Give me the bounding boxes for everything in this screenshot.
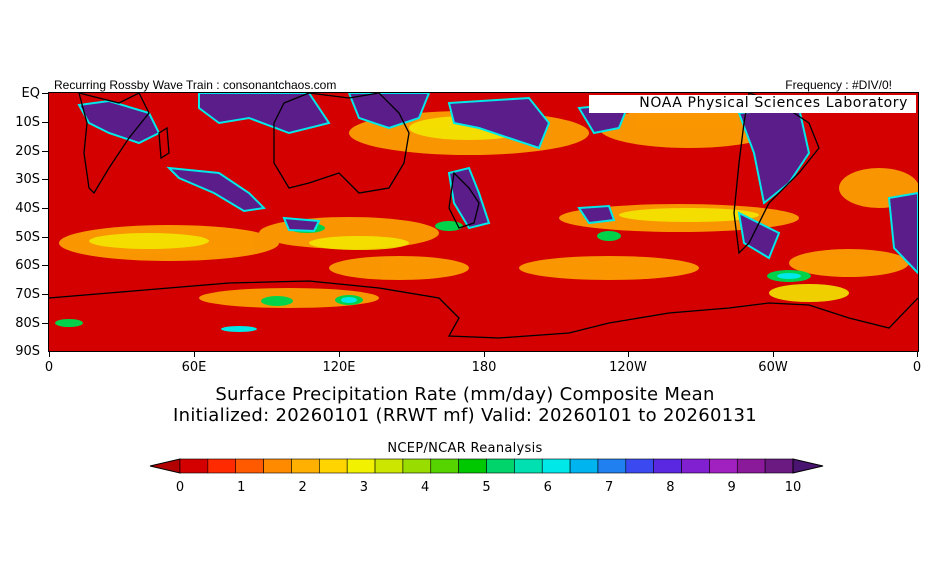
africa-coast (78, 93, 150, 195)
colorbar-tick-label: 2 (298, 480, 307, 495)
lat-label-10s: 10S (15, 115, 40, 130)
colorbar-swatch (514, 458, 543, 474)
lon-label-180: 180 (471, 360, 497, 375)
colorbar-swatch (319, 458, 348, 474)
colorbar (149, 458, 824, 474)
lon-label-0-end: 0 (912, 360, 922, 375)
lon-tick (194, 351, 195, 357)
colorbar-swatch (207, 458, 237, 474)
lat-label-30s: 30S (15, 172, 40, 187)
lat-tick (42, 208, 49, 209)
colorbar-swatch (736, 458, 766, 474)
colorbar-tick-label: 10 (784, 480, 802, 495)
colorbar-tick-label: 5 (482, 480, 491, 495)
colorbar-tick-label: 3 (359, 480, 369, 495)
colorbar-swatch (430, 458, 459, 474)
lat-tick (42, 151, 49, 152)
lat-tick (42, 179, 49, 180)
colorbar-swatch (625, 458, 654, 474)
lon-label-120e: 120E (322, 360, 356, 375)
colorbar-over-arrow (792, 458, 824, 474)
heavy-precip-cells (77, 93, 918, 275)
lon-tick (628, 351, 629, 357)
lat-label-70s: 70S (15, 287, 40, 302)
lat-label-eq: EQ (21, 86, 40, 101)
colorbar-tick-label: 6 (543, 480, 552, 495)
colorbar-swatch (235, 458, 264, 474)
lat-tick (42, 323, 49, 324)
lon-label-60w: 60W (758, 360, 788, 375)
colorbar-swatch (764, 458, 794, 474)
lat-label-80s: 80S (15, 316, 40, 331)
map-title: Surface Precipitation Rate (mm/day) Comp… (215, 384, 715, 405)
colorbar-tick-label: 7 (604, 480, 614, 495)
header-left-text: Recurring Rossby Wave Train : consonantc… (54, 78, 337, 92)
lat-label-60s: 60S (15, 258, 40, 273)
colorbar-swatch (486, 458, 515, 474)
colorbar-swatch (179, 458, 209, 474)
noaa-lab-label: NOAA Physical Sciences Laboratory (589, 95, 916, 113)
colorbar-tick-label: 0 (175, 480, 185, 495)
lon-tick (484, 351, 485, 357)
lat-label-40s: 40S (15, 201, 40, 216)
lat-label-90s: 90S (15, 344, 40, 359)
colorbar-swatch (291, 458, 320, 474)
colorbar-swatch (709, 458, 738, 474)
new-zealand-coast (448, 171, 480, 229)
colorbar-tick-label: 8 (666, 480, 675, 495)
lon-label-0: 0 (44, 360, 54, 375)
lat-tick (42, 294, 49, 295)
colorbar-swatch (346, 458, 376, 474)
colorbar-tick-label: 9 (727, 480, 736, 495)
lon-tick (49, 351, 50, 357)
map-subtitle: Initialized: 20260101 (RRWT mf) Valid: 2… (173, 405, 757, 426)
lat-tick (42, 265, 49, 266)
colorbar-swatch (402, 458, 432, 474)
madagascar-coast (158, 126, 170, 160)
south-america-coast (733, 93, 820, 255)
antarctica-coast (49, 280, 918, 339)
lat-tick (42, 93, 49, 94)
lon-tick (773, 351, 774, 357)
lon-label-120w: 120W (609, 360, 647, 375)
colorbar-tick-label: 1 (237, 480, 246, 495)
australia-coast (273, 93, 410, 194)
lat-label-50s: 50S (15, 230, 40, 245)
colorbar-swatch (541, 458, 571, 474)
lat-label-20s: 20S (15, 144, 40, 159)
precipitation-field (49, 93, 918, 339)
coastlines (49, 93, 918, 339)
colorbar-swatch (681, 458, 710, 474)
lat-tick (42, 122, 49, 123)
lon-label-60e: 60E (181, 360, 207, 375)
lon-tick (917, 351, 918, 357)
precipitation-map: NOAA Physical Sciences Laboratory (48, 92, 919, 352)
colorbar-swatch (569, 458, 599, 474)
colorbar-swatch (374, 458, 404, 474)
lat-tick (42, 237, 49, 238)
header-frequency-text: Frequency : #DIV/0! (785, 78, 892, 92)
colorbar-swatch (597, 458, 627, 474)
colorbar-tick-label: 4 (421, 480, 430, 495)
colorbar-under-arrow (149, 458, 181, 474)
colorbar-swatch (263, 458, 292, 474)
lon-tick (339, 351, 340, 357)
data-source-label: NCEP/NCAR Reanalysis (387, 441, 543, 456)
colorbar-swatch (653, 458, 682, 474)
colorbar-swatch (458, 458, 487, 474)
